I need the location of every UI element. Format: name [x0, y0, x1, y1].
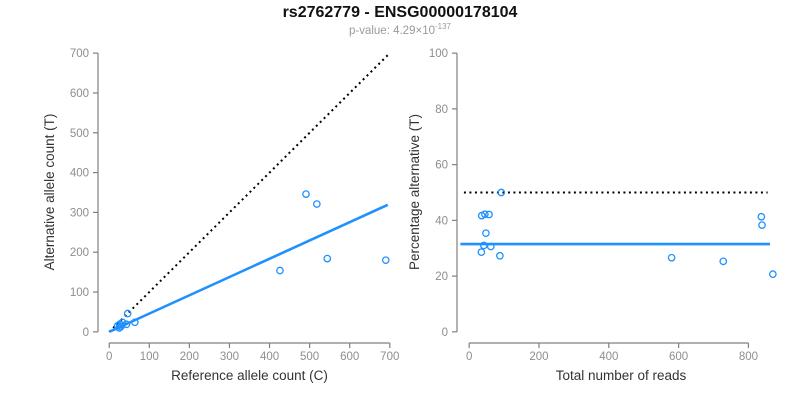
- x-tick-label: 400: [260, 351, 279, 363]
- y-tick-label: 80: [435, 104, 448, 116]
- y-tick-label: 300: [70, 207, 89, 219]
- x-tick-label: 200: [529, 351, 548, 363]
- x-tick-label: 600: [669, 351, 688, 363]
- data-point: [769, 270, 777, 279]
- data-point: [123, 309, 132, 318]
- fit-line: [108, 203, 389, 334]
- y-tick-label: 400: [70, 168, 89, 180]
- pvalue-text: p-value: 4.29×10: [348, 25, 435, 37]
- data-point: [276, 266, 284, 275]
- data-point: [479, 241, 488, 250]
- y-tick-label: 100: [429, 48, 448, 60]
- x-tick-label: 600: [340, 351, 359, 363]
- left-yaxis-title: Alternative allele count (T): [42, 113, 57, 271]
- pvalue-exponent: -137: [434, 22, 451, 32]
- y-tick-label: 100: [70, 287, 89, 299]
- plot-subtitle-pvalue: p-value: 4.29×10-137: [0, 22, 800, 37]
- data-point: [757, 212, 766, 221]
- data-point: [758, 221, 766, 229]
- y-tick-label: 0: [442, 327, 448, 339]
- reads-vs-percentage-panel: 0 20 40 60 80 100 0 200 400 600 800: [429, 48, 777, 363]
- data-point: [482, 229, 490, 238]
- y-tick-label: 20: [435, 271, 448, 283]
- data-point: [667, 253, 676, 262]
- data-point: [381, 256, 390, 265]
- x-tick-label: 700: [380, 351, 399, 363]
- y-tick-label: 60: [435, 160, 448, 172]
- identity-line: [108, 52, 391, 333]
- data-point: [477, 248, 486, 256]
- x-tick-label: 300: [220, 351, 239, 363]
- data-point: [486, 242, 495, 251]
- y-tick-label: 40: [435, 215, 448, 227]
- x-tick-label: 100: [140, 351, 159, 363]
- right-yaxis-title: Percentage alternative (T): [407, 113, 422, 271]
- x-tick-label: 400: [599, 351, 618, 363]
- data-point: [485, 210, 493, 219]
- data-point: [131, 318, 139, 327]
- y-tick-label: 700: [70, 48, 89, 60]
- right-xaxis-title: Total number of reads: [555, 368, 687, 383]
- data-point: [497, 188, 506, 197]
- x-tick-label: 200: [180, 351, 199, 363]
- y-tick-label: 600: [70, 88, 89, 100]
- y-tick-label: 200: [70, 247, 89, 259]
- data-point: [496, 251, 504, 260]
- x-tick-label: 800: [739, 351, 758, 363]
- data-point: [312, 200, 321, 208]
- y-tick-label: 0: [83, 327, 89, 339]
- data-point: [118, 318, 127, 327]
- x-tick-label: 0: [106, 351, 112, 363]
- data-point: [719, 257, 728, 266]
- data-point: [302, 190, 310, 198]
- data-point: [113, 322, 122, 330]
- x-tick-label: 0: [466, 351, 472, 363]
- data-point: [323, 254, 332, 263]
- data-point: [481, 210, 489, 219]
- data-point: [122, 320, 131, 329]
- y-tick-label: 500: [70, 128, 89, 140]
- ref-vs-alt-count-panel: 0 100 200 300 400 500 600 700 0 100 200 300 400 500 60…: [70, 48, 400, 363]
- x-tick-label: 500: [300, 351, 319, 363]
- left-xaxis-title: Reference allele count (C): [171, 368, 328, 383]
- plot-title: rs2762779 - ENSG00000178104: [282, 4, 518, 21]
